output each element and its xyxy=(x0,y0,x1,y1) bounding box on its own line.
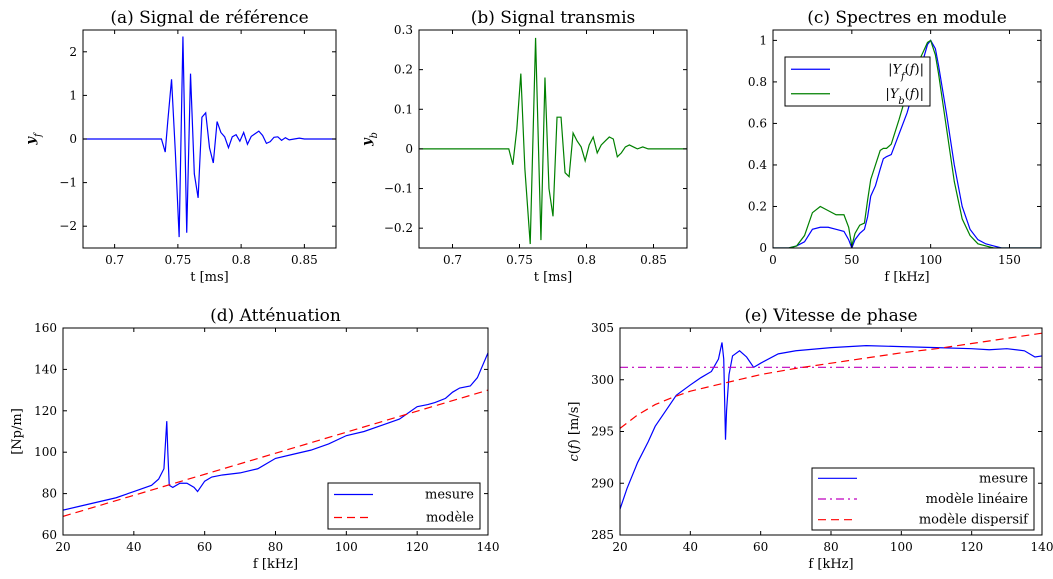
x-axis-label: t [ms] xyxy=(190,270,229,285)
chart-a: (a) Signal de référence 0.7 0.75 0.8 0.85 −2 −… xyxy=(24,8,337,285)
x-tick-label: 40 xyxy=(683,540,698,554)
y-tick-label: 0.3 xyxy=(394,23,413,37)
chart-title: (a) Signal de référence xyxy=(110,8,308,28)
y-tick-label: 0.8 xyxy=(748,75,767,89)
series-line-modledispersif xyxy=(620,332,1042,429)
x-tick-label: 140 xyxy=(1031,540,1053,554)
legend-entry: |Yf(f)| xyxy=(888,62,924,82)
series-line xyxy=(419,37,687,245)
y-tick-label: 295 xyxy=(591,425,614,439)
series-line-mesure xyxy=(63,352,488,511)
chart-title: (b) Signal transmis xyxy=(471,8,636,28)
chart-e: (e) Vitesse de phase 20 40 60 80 100 120 140 285… xyxy=(567,306,1053,572)
y-tick-label: 290 xyxy=(591,476,614,490)
x-tick-label: 0.75 xyxy=(506,253,533,267)
y-tick-label: 0 xyxy=(405,142,413,156)
x-axis-label: f [kHz] xyxy=(808,557,853,572)
x-tick-label: 100 xyxy=(919,253,942,267)
y-tick-label: 0.2 xyxy=(748,199,767,213)
x-tick-label: 20 xyxy=(612,540,627,554)
y-tick-label: 60 xyxy=(42,528,57,542)
x-tick-label: 120 xyxy=(960,540,983,554)
x-tick-label: 0.85 xyxy=(640,253,667,267)
x-tick-label: 0.7 xyxy=(443,253,462,267)
y-tick-label: −0.2 xyxy=(384,221,413,235)
y-tick-label: 0.2 xyxy=(394,63,413,77)
y-axis-label: yb xyxy=(360,132,380,147)
x-tick-label: 120 xyxy=(406,540,429,554)
legend-entry: mesure xyxy=(425,488,474,503)
chart-b: (b) Signal transmis 0.7 0.75 0.8 0.85 −0.2 −0.… xyxy=(360,8,688,285)
y-tick-label: 0.4 xyxy=(748,158,767,172)
x-tick-label: 50 xyxy=(844,253,859,267)
y-tick-label: 2 xyxy=(69,45,77,59)
x-axis-label: f [kHz] xyxy=(253,557,298,572)
y-tick-label: −2 xyxy=(59,219,77,233)
y-axis-label: c(f) [m/s] xyxy=(567,402,582,462)
y-tick-label: 100 xyxy=(34,445,57,459)
y-tick-label: 120 xyxy=(34,404,57,418)
x-tick-label: 0.7 xyxy=(105,253,124,267)
y-tick-label: 1 xyxy=(69,88,77,102)
legend-entry: |Yb(f)| xyxy=(885,87,924,107)
x-tick-label: 40 xyxy=(126,540,141,554)
x-tick-label: 150 xyxy=(998,253,1021,267)
axes-frame xyxy=(418,29,688,249)
x-tick-label: 100 xyxy=(890,540,913,554)
series-line-yff xyxy=(773,39,1041,248)
y-tick-label: −0.1 xyxy=(384,182,413,196)
y-tick-label: 160 xyxy=(34,321,57,335)
y-tick-label: 0.6 xyxy=(748,116,767,130)
legend-entry: modèle linéaire xyxy=(926,492,1029,507)
x-tick-label: 100 xyxy=(335,540,358,554)
x-tick-label: 20 xyxy=(55,540,70,554)
y-tick-label: 0 xyxy=(759,241,767,255)
y-tick-label: 305 xyxy=(591,321,614,335)
legend-entry: modèle xyxy=(426,511,474,526)
x-axis-label: f [kHz] xyxy=(884,270,929,285)
chart-title: (d) Atténuation xyxy=(210,306,341,326)
x-tick-label: 80 xyxy=(823,540,838,554)
x-tick-label: 60 xyxy=(197,540,212,554)
x-tick-label: 140 xyxy=(477,540,500,554)
x-tick-label: 0.8 xyxy=(577,253,596,267)
legend: mesure modèle xyxy=(327,482,481,530)
y-axis-label: yf xyxy=(24,131,44,146)
y-tick-label: 285 xyxy=(591,528,614,542)
y-axis-label: [Np/m] xyxy=(10,408,25,455)
chart-d: (d) Atténuation 20 40 60 80 100 120 140 60 80 100 1… xyxy=(10,306,499,572)
x-tick-label: 60 xyxy=(753,540,768,554)
x-tick-label: 0.75 xyxy=(165,253,192,267)
x-tick-label: 0.85 xyxy=(291,253,318,267)
y-tick-label: 1 xyxy=(759,33,767,47)
legend-entry: modèle dispersif xyxy=(919,513,1029,528)
y-tick-label: 0.1 xyxy=(394,102,413,116)
y-tick-label: 80 xyxy=(42,487,57,501)
y-tick-label: 300 xyxy=(591,373,614,387)
legend: |Yf(f)| |Yb(f)| xyxy=(784,56,931,107)
legend: mesure modèle linéaire modèle dispersif xyxy=(811,467,1035,531)
y-tick-label: 0 xyxy=(69,132,77,146)
legend-entry: mesure xyxy=(979,471,1028,486)
series-line-ybf xyxy=(773,39,1041,248)
chart-c: (c) Spectres en module 0 50 100 150 0 0.2 0.4 0.… xyxy=(748,8,1042,285)
series-line-mesure xyxy=(620,342,1042,510)
y-tick-label: −1 xyxy=(59,176,77,190)
x-axis-label: t [ms] xyxy=(534,270,573,285)
chart-title: (e) Vitesse de phase xyxy=(744,306,917,326)
y-tick-label: 140 xyxy=(34,362,57,376)
chart-title: (c) Spectres en module xyxy=(807,8,1007,28)
x-tick-label: 0.8 xyxy=(232,253,251,267)
series-line xyxy=(83,36,336,238)
axes-frame xyxy=(772,29,1042,249)
series-line-modle xyxy=(63,389,488,517)
x-tick-label: 0 xyxy=(769,253,777,267)
x-tick-label: 80 xyxy=(268,540,283,554)
